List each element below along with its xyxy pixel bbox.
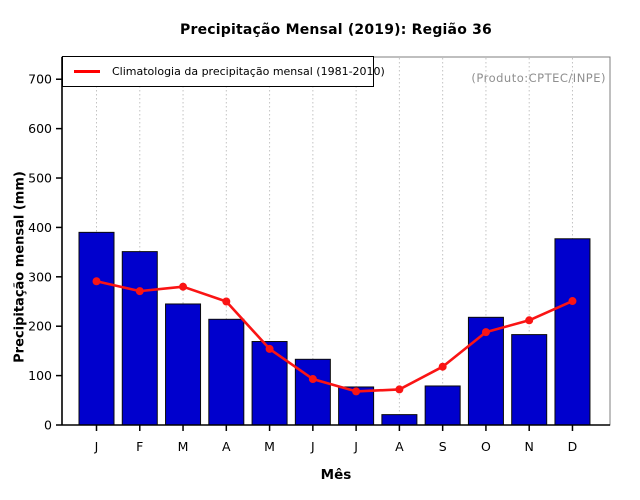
chart-title: Precipitação Mensal (2019): Região 36 xyxy=(180,22,492,38)
bar xyxy=(208,318,245,426)
x-axis-title: Mês xyxy=(320,467,352,483)
bar xyxy=(511,334,548,426)
bar xyxy=(165,303,202,426)
x-tick-label: M xyxy=(178,439,189,454)
bar xyxy=(424,385,461,426)
x-tick-label: J xyxy=(353,439,358,454)
x-tick-label: N xyxy=(525,439,534,454)
x-tick-label: J xyxy=(310,439,315,454)
x-tick-label: M xyxy=(264,439,275,454)
y-tick-label: 600 xyxy=(28,121,52,136)
climatology-point xyxy=(438,362,447,371)
bar xyxy=(554,238,591,426)
bar xyxy=(251,341,288,426)
x-tick-label: D xyxy=(568,439,578,454)
y-tick-label: 400 xyxy=(28,220,52,235)
x-tick-label: O xyxy=(481,439,491,454)
x-tick-label: A xyxy=(395,439,404,454)
source-annotation: (Produto:CPTEC/INPE) xyxy=(471,71,606,85)
climatology-point xyxy=(308,375,317,384)
climatology-point xyxy=(568,297,577,306)
climatology-point xyxy=(179,282,188,291)
bar xyxy=(381,414,418,426)
y-tick-label: 500 xyxy=(28,171,52,186)
climatology-point xyxy=(525,316,534,325)
bar xyxy=(78,231,115,426)
climatology-point xyxy=(395,385,404,394)
legend-line-icon xyxy=(74,70,100,73)
climatology-point xyxy=(135,287,144,296)
climatology-point xyxy=(481,328,490,337)
y-tick-label: 100 xyxy=(28,368,52,383)
y-tick-label: 300 xyxy=(28,269,52,284)
climatology-point xyxy=(92,277,101,286)
x-tick-label: S xyxy=(439,439,447,454)
x-tick-label: F xyxy=(136,439,143,454)
legend: Climatologia da precipitação mensal (198… xyxy=(62,56,385,87)
climatology-line xyxy=(95,279,574,393)
climatology-point xyxy=(265,344,274,353)
legend-label: Climatologia da precipitação mensal (198… xyxy=(112,65,385,78)
x-tick-label: J xyxy=(94,439,99,454)
y-tick-label: 200 xyxy=(28,319,52,334)
climatology-point xyxy=(222,297,231,306)
climatology-point xyxy=(352,387,361,396)
y-tick-label: 0 xyxy=(44,418,52,433)
x-tick-label: A xyxy=(222,439,231,454)
bar xyxy=(121,251,158,426)
y-tick-label: 700 xyxy=(28,72,52,87)
